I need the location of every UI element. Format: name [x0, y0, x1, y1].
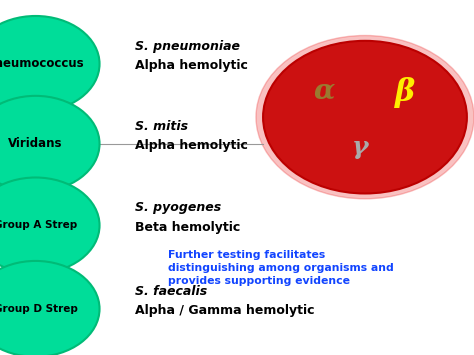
Text: Beta hemolytic: Beta hemolytic [135, 221, 240, 234]
Text: Group A Strep: Group A Strep [0, 220, 77, 230]
Text: S. faecalis: S. faecalis [135, 285, 207, 297]
Ellipse shape [256, 36, 474, 199]
Circle shape [0, 16, 100, 112]
Text: α: α [314, 77, 336, 104]
Text: Further testing facilitates
distinguishing among organisms and
provides supporti: Further testing facilitates distinguishi… [168, 250, 394, 286]
Text: Alpha hemolytic: Alpha hemolytic [135, 59, 248, 72]
Circle shape [0, 178, 100, 273]
Text: Alpha / Gamma hemolytic: Alpha / Gamma hemolytic [135, 304, 315, 317]
Ellipse shape [263, 41, 467, 193]
Text: Pneumococcus: Pneumococcus [0, 58, 84, 70]
Text: Group D Strep: Group D Strep [0, 304, 77, 314]
Text: Viridans: Viridans [9, 137, 63, 150]
Text: S. mitis: S. mitis [135, 120, 188, 132]
Text: S. pneumoniae: S. pneumoniae [135, 40, 240, 53]
Text: β: β [395, 77, 415, 108]
Circle shape [0, 261, 100, 355]
Text: Alpha hemolytic: Alpha hemolytic [135, 139, 248, 152]
Text: γ: γ [352, 135, 368, 159]
Circle shape [0, 96, 100, 192]
Text: S. pyogenes: S. pyogenes [135, 201, 221, 214]
